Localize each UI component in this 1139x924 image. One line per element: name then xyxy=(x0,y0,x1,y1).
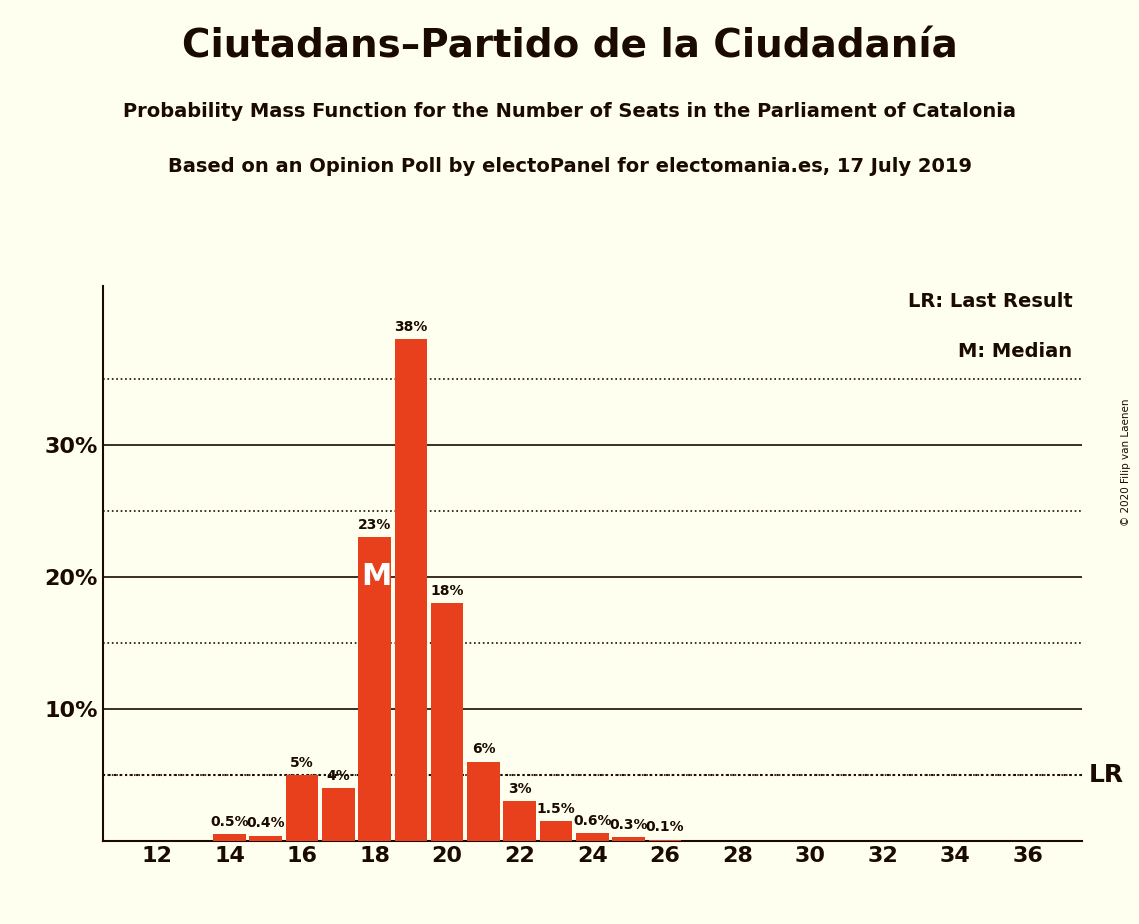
Text: 4%: 4% xyxy=(327,769,350,783)
Bar xyxy=(467,761,500,841)
Text: Probability Mass Function for the Number of Seats in the Parliament of Catalonia: Probability Mass Function for the Number… xyxy=(123,102,1016,121)
Bar xyxy=(503,801,536,841)
Text: LR: LR xyxy=(1089,763,1124,787)
Bar xyxy=(213,834,246,841)
Text: 1.5%: 1.5% xyxy=(536,802,575,816)
Text: 18%: 18% xyxy=(431,584,464,598)
Text: 23%: 23% xyxy=(358,518,392,532)
Bar xyxy=(431,603,464,841)
Bar xyxy=(576,833,608,841)
Bar xyxy=(540,821,572,841)
Text: 38%: 38% xyxy=(394,320,427,334)
Text: 0.4%: 0.4% xyxy=(246,816,285,831)
Bar xyxy=(613,837,645,841)
Text: 5%: 5% xyxy=(290,756,314,770)
Text: 0.3%: 0.3% xyxy=(609,818,648,832)
Text: M: M xyxy=(361,563,392,591)
Bar xyxy=(286,775,319,841)
Bar xyxy=(359,537,391,841)
Text: M: Median: M: Median xyxy=(958,342,1072,361)
Text: 0.5%: 0.5% xyxy=(211,815,248,829)
Bar xyxy=(249,835,282,841)
Bar xyxy=(394,339,427,841)
Bar xyxy=(322,788,354,841)
Text: 3%: 3% xyxy=(508,782,532,796)
Text: LR: Last Result: LR: Last Result xyxy=(908,292,1072,311)
Text: 6%: 6% xyxy=(472,742,495,757)
Text: 0.1%: 0.1% xyxy=(646,821,685,834)
Text: 0.6%: 0.6% xyxy=(573,814,612,828)
Text: © 2020 Filip van Laenen: © 2020 Filip van Laenen xyxy=(1121,398,1131,526)
Text: Based on an Opinion Poll by electoPanel for electomania.es, 17 July 2019: Based on an Opinion Poll by electoPanel … xyxy=(167,157,972,176)
Text: Ciutadans–Partido de la Ciudadanía: Ciutadans–Partido de la Ciudadanía xyxy=(181,28,958,66)
Bar xyxy=(648,840,681,841)
